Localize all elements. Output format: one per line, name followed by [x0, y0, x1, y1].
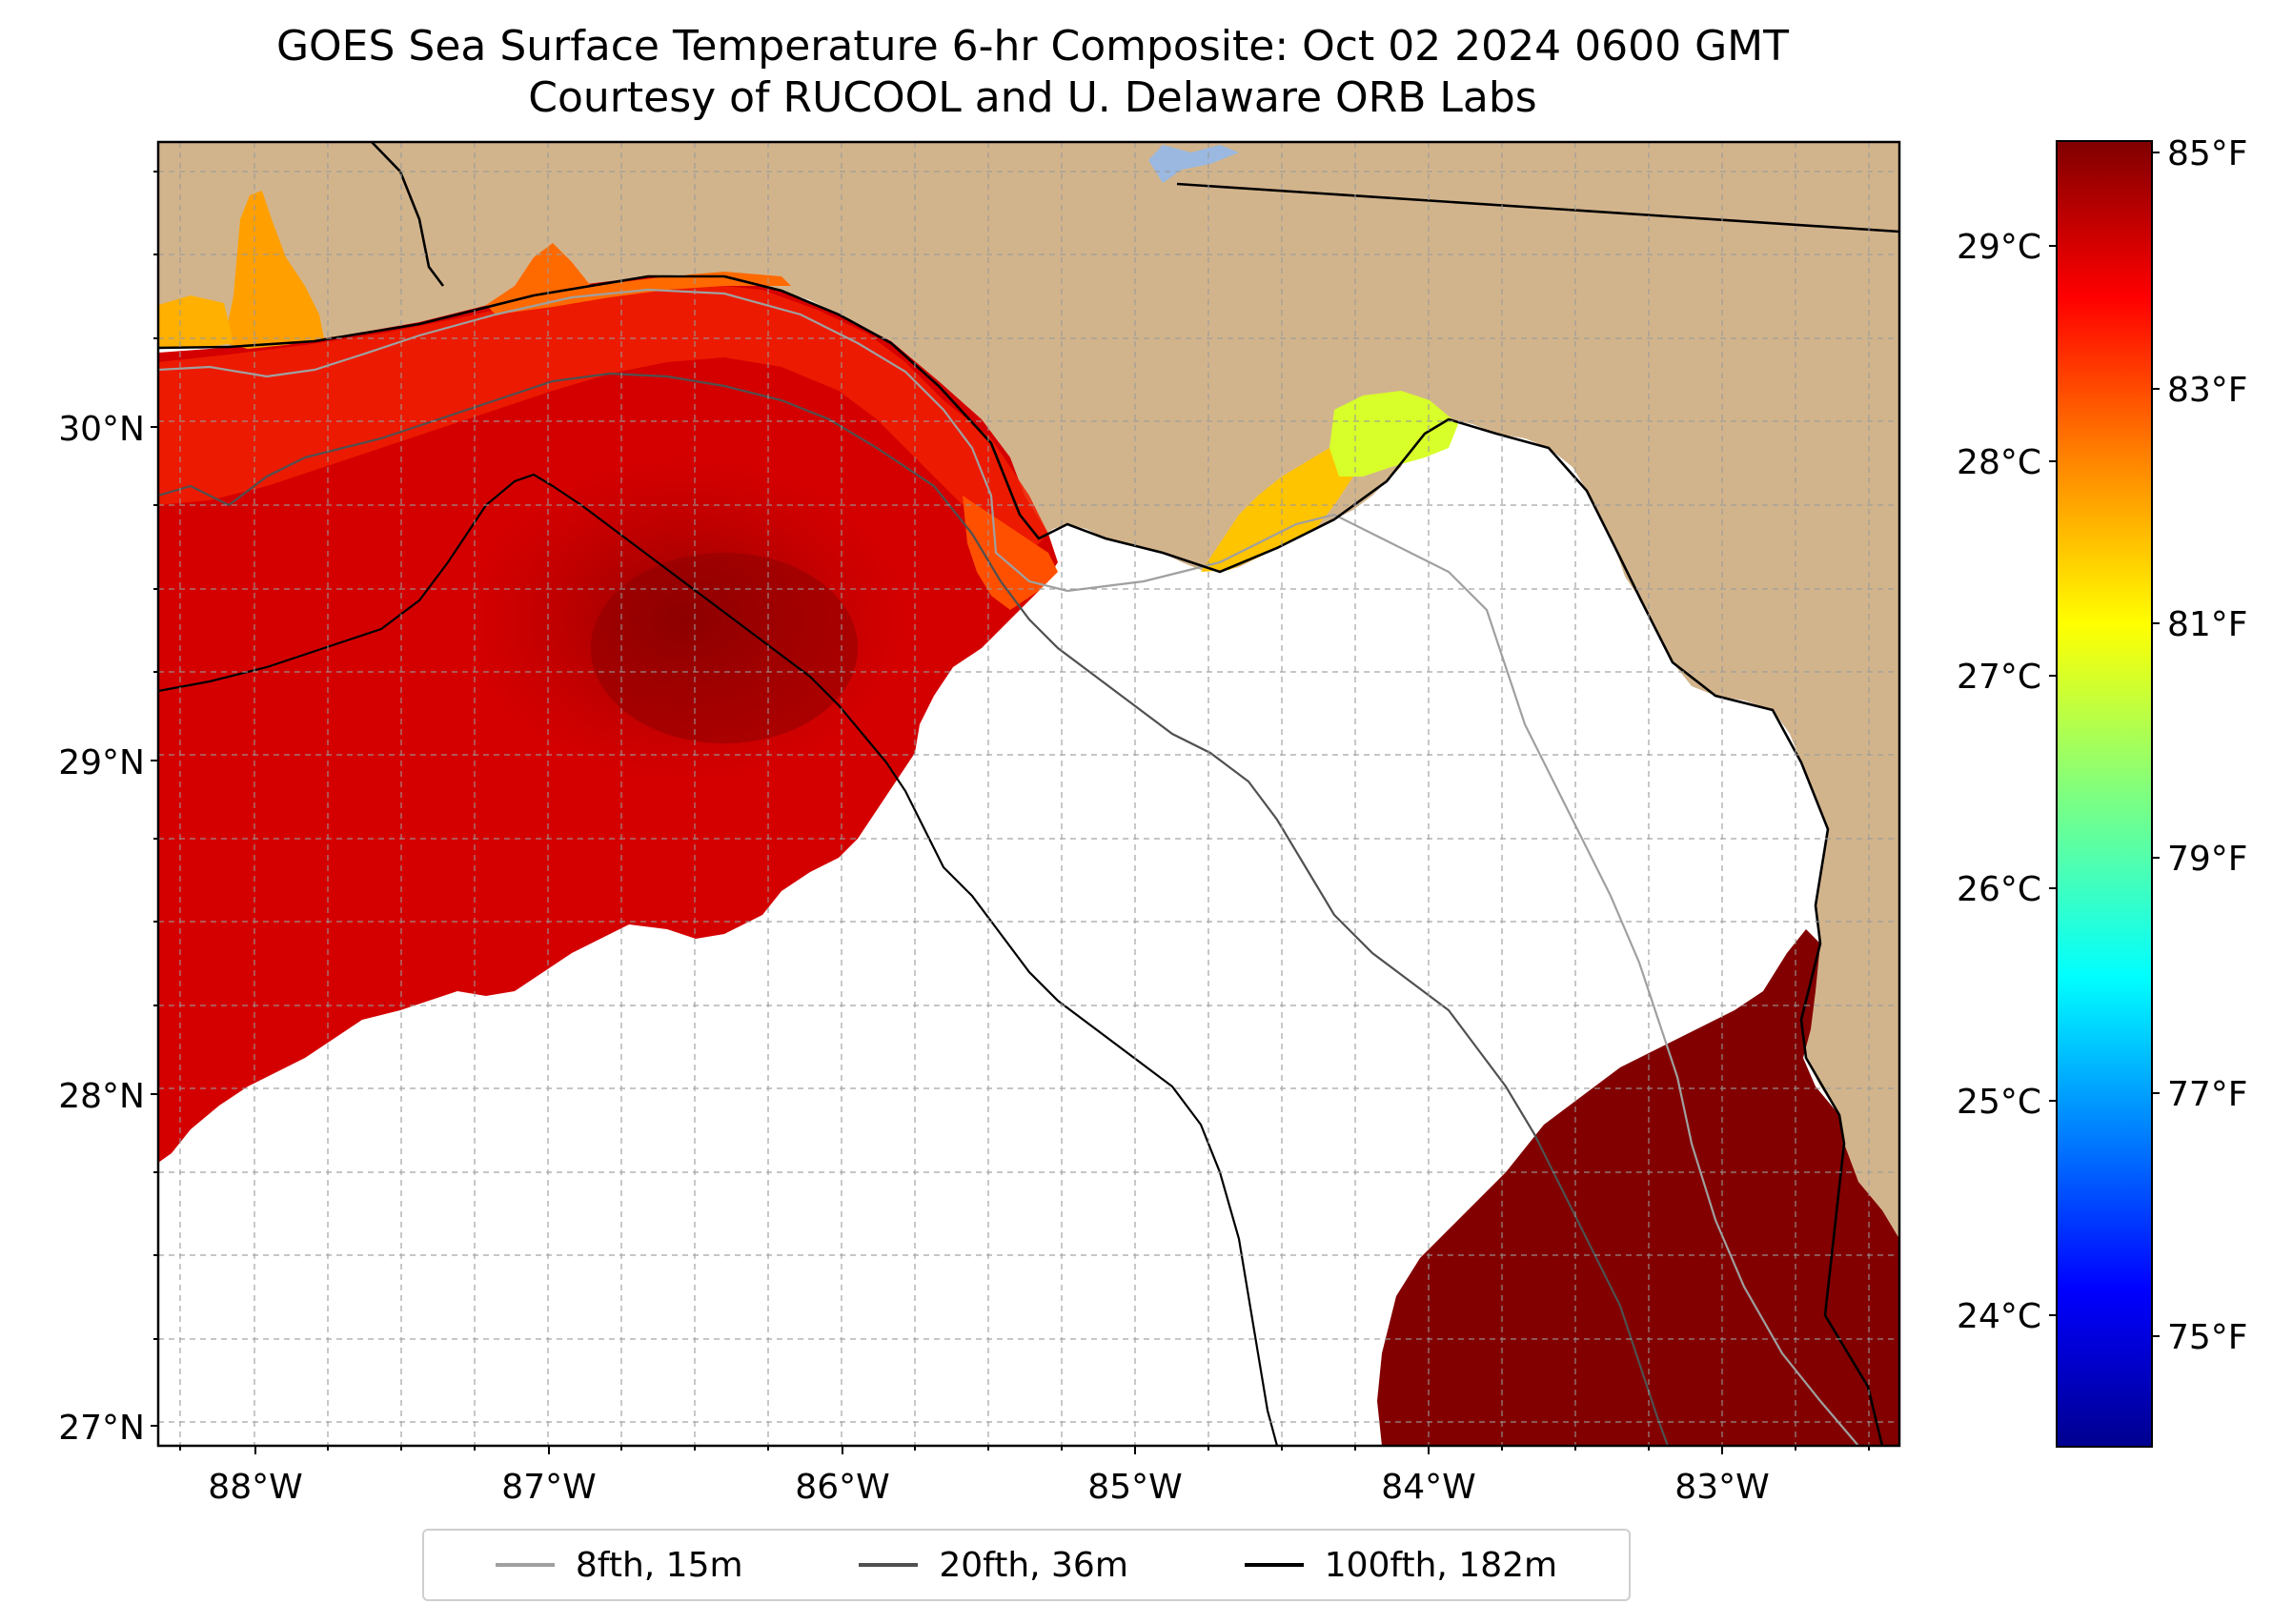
cb-celsius-25: 25°C	[1957, 1083, 2041, 1122]
cb-fahrenheit-83: 83°F	[2167, 371, 2248, 410]
colorbar-ticks	[2049, 152, 2160, 1337]
sst-west-nearshore	[158, 295, 233, 349]
state-boundary	[1176, 182, 1899, 233]
cb-celsius-26: 26°C	[1957, 870, 2041, 909]
contour-100fth	[158, 473, 1279, 1446]
gridlines	[158, 142, 1899, 1446]
legend-item-100fth: 100fth, 182m	[1244, 1545, 1558, 1585]
al-fl-boundary	[371, 142, 445, 287]
lon-label-88w: 88°W	[208, 1468, 302, 1507]
cb-celsius-24: 24°C	[1957, 1297, 2041, 1336]
lat-label-28n: 28°N	[58, 1077, 145, 1116]
lat-ticks	[151, 171, 158, 1427]
lat-label-27n: 27°N	[58, 1409, 145, 1448]
coastline	[158, 274, 1884, 1446]
contour-20fth	[158, 372, 1670, 1446]
lat-label-30n: 30°N	[58, 410, 145, 449]
sst-southeast-pool	[1377, 929, 1899, 1446]
sst-warm-core-inner	[591, 553, 858, 743]
legend-label-8fth: 8fth, 15m	[575, 1545, 743, 1585]
contour-8fth	[158, 288, 1859, 1446]
lat-label-29n: 29°N	[58, 743, 145, 782]
sst-apalachee-bay	[1201, 448, 1353, 572]
sst-pensacola-bays	[486, 243, 791, 315]
cb-fahrenheit-75: 75°F	[2167, 1318, 2248, 1357]
legend-label-20fth: 20fth, 36m	[939, 1545, 1128, 1585]
cb-celsius-28: 28°C	[1957, 443, 2041, 482]
sst-mobile-bay	[224, 191, 324, 349]
legend-swatch-100fth	[1244, 1563, 1304, 1567]
cb-fahrenheit-79: 79°F	[2167, 840, 2248, 879]
title-line-1: GOES Sea Surface Temperature 6-hr Compos…	[275, 22, 1790, 71]
legend-item-20fth: 20fth, 36m	[859, 1546, 1128, 1585]
lon-label-86w: 86°W	[795, 1468, 889, 1507]
colorbar	[2056, 140, 2153, 1448]
legend-swatch-20fth	[859, 1563, 919, 1567]
cb-fahrenheit-81: 81°F	[2167, 605, 2248, 644]
title-line-2: Courtesy of RUCOOL and U. Delaware ORB L…	[528, 73, 1537, 122]
lon-label-83w: 83°W	[1674, 1468, 1769, 1507]
land-mass	[158, 142, 1899, 1446]
chart-title: GOES Sea Surface Temperature 6-hr Compos…	[0, 21, 2065, 124]
cb-fahrenheit-85: 85°F	[2167, 134, 2248, 173]
legend-item-8fth: 8fth, 15m	[495, 1545, 743, 1585]
sst-stjoe-bay	[963, 496, 1058, 610]
map-frame	[156, 140, 1901, 1448]
legend-label-100fth: 100fth, 182m	[1324, 1545, 1558, 1585]
lon-ticks	[179, 1446, 1870, 1454]
cb-fahrenheit-77: 77°F	[2167, 1075, 2248, 1114]
sst-bigbend-cool	[1329, 391, 1458, 477]
cb-celsius-27: 27°C	[1957, 658, 2041, 697]
lake-seminole	[1148, 145, 1239, 183]
lon-label-85w: 85°W	[1087, 1468, 1182, 1507]
lon-label-87w: 87°W	[501, 1468, 596, 1507]
cb-celsius-29: 29°C	[1957, 228, 2041, 267]
legend: 8fth, 15m 20fth, 36m 100fth, 182m	[422, 1529, 1631, 1601]
map-area	[158, 142, 1899, 1446]
lon-label-84w: 84°W	[1381, 1468, 1475, 1507]
legend-swatch-8fth	[495, 1563, 555, 1567]
sst-coastal-band	[158, 282, 1048, 553]
